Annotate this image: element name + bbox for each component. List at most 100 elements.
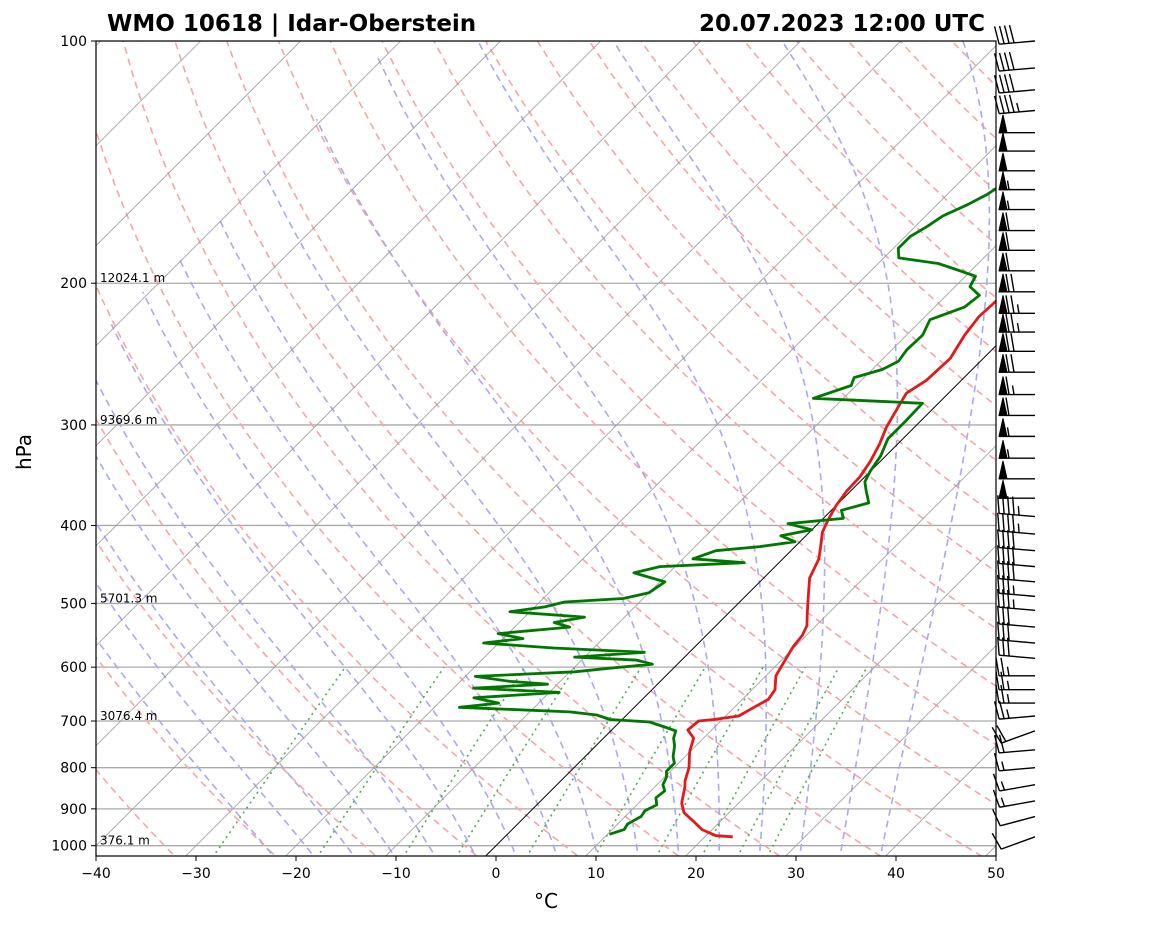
isotherm [185, 45, 996, 856]
wind-barb [998, 295, 1035, 315]
wind-barb [998, 273, 1035, 293]
wind-barb [998, 376, 1035, 396]
moist-adiabats [96, 41, 991, 856]
mixing-ratio-line [700, 666, 806, 856]
x-tick-label: −30 [181, 866, 211, 882]
chart-title-right: 20.07.2023 12:00 UTC [699, 11, 985, 37]
wind-barb [998, 397, 1035, 417]
mixing-ratio-line [455, 666, 576, 856]
profile-series [458, 186, 996, 839]
wind-barb [993, 51, 1036, 72]
dry-adiabat [588, 41, 996, 462]
y-tick-label: 200 [60, 276, 87, 292]
y-tick-label: 400 [60, 518, 87, 534]
dry-adiabat [122, 41, 782, 856]
wind-barb [995, 657, 1035, 677]
wind-barb [993, 700, 1036, 720]
wind-barb [998, 418, 1035, 438]
mixing-ratio-line [402, 666, 526, 856]
wind-barb [998, 232, 1035, 251]
mixing-ratio-line [526, 666, 642, 856]
isobar-grid [96, 41, 996, 847]
mixing-ratio-line [316, 666, 445, 856]
wind-barb [997, 621, 1036, 644]
wind-barb [998, 480, 1035, 499]
mixing-ratio-line [212, 666, 346, 856]
dry-adiabat [96, 128, 681, 856]
wind-barb [998, 171, 1035, 191]
moist-adiabat [477, 41, 768, 856]
moist-adiabat [96, 454, 396, 856]
wind-barbs [991, 24, 1036, 850]
isotherm [96, 41, 401, 347]
x-tick-label: −10 [381, 866, 411, 882]
height-label: 376.1 m [100, 834, 150, 848]
moist-adiabat [217, 215, 599, 856]
wind-barb [998, 313, 1035, 333]
height-labels: 12024.1 m 9369.6 m 5701.3 m 3076.4 m 376.1 m [100, 271, 165, 847]
x-tick-label: 50 [987, 866, 1005, 882]
dry-adiabat [96, 283, 580, 856]
y-tick-label: 500 [60, 596, 87, 612]
y-tick-label: 1000 [51, 839, 87, 855]
moist-adiabat [781, 41, 899, 856]
x-axis-ticks: −40 −30 −20 −10 0 10 20 30 40 50 [81, 856, 1005, 882]
moist-adiabat [142, 291, 518, 856]
x-tick-label: −20 [281, 866, 311, 882]
height-label: 12024.1 m [100, 271, 165, 285]
isotherm [96, 41, 901, 847]
isotherm [785, 645, 996, 856]
y-tick-label: 700 [60, 714, 87, 730]
isotherm [585, 445, 996, 856]
wind-barb [998, 460, 1035, 480]
moist-adiabat [96, 521, 355, 856]
dry-adiabat [96, 417, 479, 856]
height-label: 9369.6 m [100, 413, 158, 427]
x-tick-label: −40 [81, 866, 111, 882]
height-label: 5701.3 m [100, 591, 158, 605]
isotherms [96, 41, 996, 856]
wind-barb [998, 212, 1035, 232]
isotherm [285, 145, 996, 856]
wind-barb [992, 808, 1036, 827]
y-tick-label: 900 [60, 802, 87, 818]
isotherm [385, 245, 996, 856]
moist-adiabat [262, 170, 639, 856]
isotherm [96, 41, 301, 247]
wind-barb [992, 773, 1036, 792]
x-axis-label: °C [534, 889, 558, 913]
moist-adiabat [110, 324, 477, 856]
mixing-ratio-line [655, 666, 764, 856]
isotherm [96, 41, 701, 647]
x-tick-label: 0 [492, 866, 501, 882]
y-tick-label: 100 [60, 34, 87, 50]
wind-barb [997, 529, 1036, 552]
wind-barb [998, 114, 1035, 134]
dry-adiabat [329, 41, 996, 746]
wind-barb [991, 832, 1036, 850]
isotherm [96, 41, 801, 747]
moist-adiabat [96, 378, 436, 856]
wind-barb [993, 752, 1036, 772]
wind-barb [998, 252, 1035, 272]
plot-frame [95, 40, 997, 857]
chart-title-left: WMO 10618 | Idar-Oberstein [107, 11, 476, 37]
isotherm [96, 41, 601, 547]
wind-barb [993, 24, 1036, 45]
wind-barb [998, 354, 1035, 373]
wind-barb [991, 725, 1036, 744]
wind-barb [997, 545, 1036, 568]
x-tick-label: 30 [787, 866, 805, 882]
wind-barb [995, 684, 1035, 704]
dewpoint-profile [458, 186, 996, 836]
dry-adiabat [433, 41, 996, 630]
moist-adiabat [177, 255, 558, 856]
dry-adiabat [96, 768, 176, 856]
mixing-ratio-line [594, 666, 706, 856]
mixing-ratio-lines [212, 666, 868, 856]
wind-barb [998, 333, 1035, 352]
wind-barb [995, 671, 1035, 691]
isotherm [96, 41, 501, 447]
